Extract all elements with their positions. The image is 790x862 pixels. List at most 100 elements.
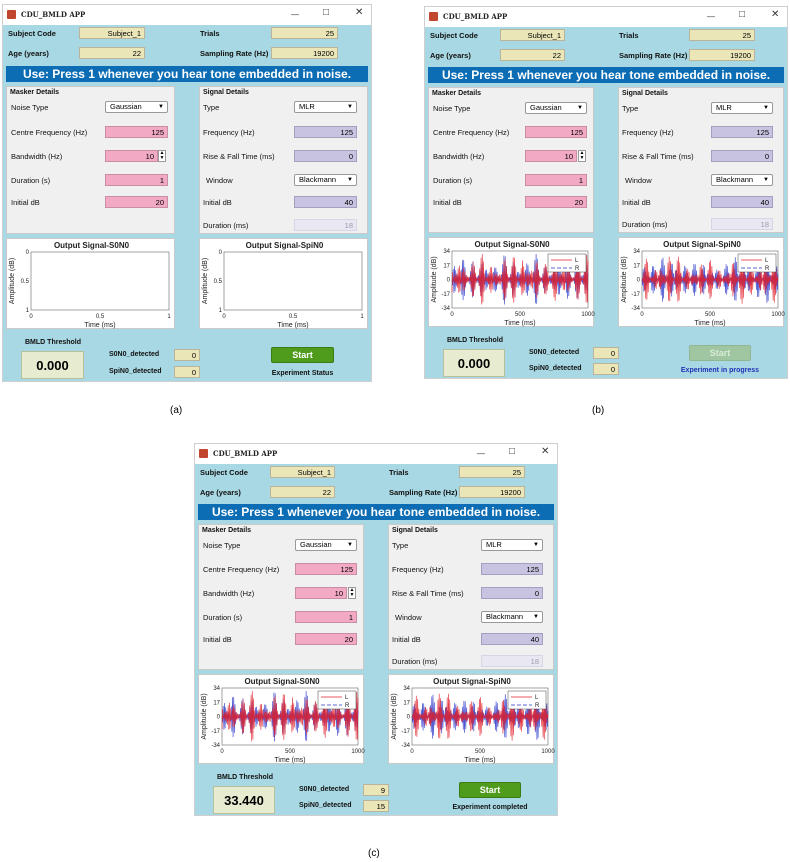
- noise-type-dropdown[interactable]: Gaussian ▼: [295, 539, 357, 551]
- signal-initial-db-field[interactable]: 40: [711, 196, 773, 208]
- age-field[interactable]: 22: [500, 49, 565, 61]
- stepper-down-icon[interactable]: ▼: [349, 592, 355, 598]
- duration-field[interactable]: 1: [525, 174, 587, 186]
- bmld-threshold-label: BMLD Threshold: [447, 337, 503, 344]
- sampling-rate-field[interactable]: 19200: [689, 49, 755, 61]
- trials-field[interactable]: 25: [271, 27, 338, 39]
- noise-type-dropdown[interactable]: Gaussian ▼: [105, 101, 168, 113]
- stepper-up-icon[interactable]: ▲: [349, 587, 355, 593]
- signal-duration-field: 18: [294, 219, 357, 231]
- chevron-down-icon: ▼: [577, 105, 583, 111]
- close-icon[interactable]: ✕: [355, 7, 364, 18]
- signal-type-value: MLR: [716, 103, 732, 112]
- x-axis-label: Time (ms): [464, 757, 495, 764]
- signal-details-title: Signal Details: [203, 89, 249, 96]
- rise-fall-field[interactable]: 0: [481, 587, 543, 599]
- x-tick-label: 500: [475, 749, 486, 755]
- initial-db-field[interactable]: 20: [105, 196, 168, 208]
- bandwidth-field[interactable]: 10: [525, 150, 577, 162]
- app-body: Subject Code Subject_1 Trials 25 Age (years)…: [195, 464, 557, 815]
- noise-type-dropdown[interactable]: Gaussian ▼: [525, 102, 587, 114]
- figure-caption: (a): [170, 405, 183, 416]
- duration-field[interactable]: 1: [295, 611, 357, 623]
- experiment-status: Experiment Status: [271, 370, 334, 377]
- window-dropdown[interactable]: Blackmann ▼: [294, 174, 357, 186]
- start-button[interactable]: Start: [459, 782, 521, 798]
- maximize-icon[interactable]: □: [739, 9, 746, 20]
- y-tick-label: 0.5: [21, 279, 30, 285]
- signal-type-dropdown[interactable]: MLR ▼: [294, 101, 357, 113]
- stepper-down-icon[interactable]: ▼: [159, 155, 165, 161]
- initial-db-field[interactable]: 20: [525, 196, 587, 208]
- duration-field[interactable]: 1: [105, 174, 168, 186]
- close-icon[interactable]: ✕: [541, 446, 550, 457]
- signal-type-dropdown[interactable]: MLR ▼: [711, 102, 773, 114]
- x-tick-label: 0: [410, 749, 414, 755]
- start-button[interactable]: Start: [271, 347, 334, 363]
- stepper-up-icon[interactable]: ▲: [579, 150, 585, 156]
- y-tick-label: -34: [211, 743, 220, 749]
- window-dropdown[interactable]: Blackmann ▼: [711, 174, 773, 186]
- trials-field[interactable]: 25: [689, 29, 755, 41]
- chevron-down-icon: ▼: [347, 104, 353, 110]
- start-button[interactable]: Start: [689, 345, 751, 361]
- close-icon[interactable]: ✕: [771, 9, 780, 20]
- rise-fall-field[interactable]: 0: [711, 150, 773, 162]
- sampling-rate-field[interactable]: 19200: [459, 486, 525, 498]
- y-tick-label: -17: [441, 292, 450, 298]
- spin0-detected-label: SpiN0_detected: [299, 802, 352, 809]
- stepper-down-icon[interactable]: ▼: [579, 155, 585, 161]
- x-axis-label: Time (ms): [277, 322, 308, 329]
- experiment-status: Experiment in progress: [680, 367, 760, 374]
- window-value: Blackmann: [299, 175, 337, 184]
- y-tick-label: -17: [401, 729, 410, 735]
- signal-initial-db-field[interactable]: 40: [481, 633, 543, 645]
- rise-fall-field[interactable]: 0: [294, 150, 357, 162]
- minimize-icon[interactable]: —: [477, 449, 485, 458]
- age-field[interactable]: 22: [270, 486, 335, 498]
- centre-frequency-field[interactable]: 125: [105, 126, 168, 138]
- s0n0-detected-label: S0N0_detected: [109, 351, 160, 358]
- sampling-rate-field[interactable]: 19200: [271, 47, 338, 59]
- stepper-up-icon[interactable]: ▲: [159, 150, 165, 156]
- maximize-icon[interactable]: □: [323, 7, 330, 18]
- initial-db-label: Initial dB: [203, 635, 232, 644]
- frequency-field[interactable]: 125: [711, 126, 773, 138]
- subject-code-field[interactable]: Subject_1: [79, 27, 145, 39]
- window-title: CDU_BMLD APP: [443, 12, 508, 21]
- left-channel-line: [221, 691, 359, 742]
- bandwidth-stepper[interactable]: ▲ ▼: [578, 150, 586, 162]
- trials-field[interactable]: 25: [459, 466, 525, 478]
- x-tick-label: 0: [29, 314, 33, 320]
- bandwidth-field[interactable]: 10: [295, 587, 347, 599]
- frequency-field[interactable]: 125: [481, 563, 543, 575]
- signal-initial-db-field[interactable]: 40: [294, 196, 357, 208]
- maximize-icon[interactable]: □: [509, 446, 516, 457]
- bandwidth-stepper[interactable]: ▲ ▼: [348, 587, 356, 599]
- initial-db-field[interactable]: 20: [295, 633, 357, 645]
- output-plot-spin0: Output Signal-SpiN0 34 17 0 -17 -34 0 500 1000 Ti…: [388, 674, 555, 764]
- plot-title: Output Signal-S0N0: [474, 240, 550, 249]
- window-dropdown[interactable]: Blackmann ▼: [481, 611, 543, 623]
- x-tick-label: 1000: [771, 312, 785, 318]
- bandwidth-stepper[interactable]: ▲ ▼: [158, 150, 166, 162]
- centre-frequency-field[interactable]: 125: [525, 126, 587, 138]
- signal-type-value: MLR: [486, 540, 502, 549]
- minimize-icon[interactable]: —: [291, 10, 299, 19]
- signal-type-dropdown[interactable]: MLR ▼: [481, 539, 543, 551]
- subject-code-field[interactable]: Subject_1: [270, 466, 335, 478]
- centre-frequency-field[interactable]: 125: [295, 563, 357, 575]
- frequency-field[interactable]: 125: [294, 126, 357, 138]
- y-tick-label: 0: [217, 715, 221, 721]
- legend-box: [507, 690, 547, 710]
- frequency-label: Frequency (Hz): [622, 128, 674, 137]
- window-label: Window: [395, 613, 422, 622]
- sampling-rate-label: Sampling Rate (Hz): [619, 51, 688, 60]
- bandwidth-field[interactable]: 10: [105, 150, 158, 162]
- instruction-banner: Use: Press 1 whenever you hear tone embe…: [428, 67, 784, 83]
- y-tick-label: 17: [633, 263, 640, 269]
- age-field[interactable]: 22: [79, 47, 145, 59]
- subject-code-field[interactable]: Subject_1: [500, 29, 565, 41]
- app-window: CDU_BMLD APP — □ ✕ Subject Code Subject_1 Tria…: [424, 6, 788, 379]
- minimize-icon[interactable]: —: [707, 12, 715, 21]
